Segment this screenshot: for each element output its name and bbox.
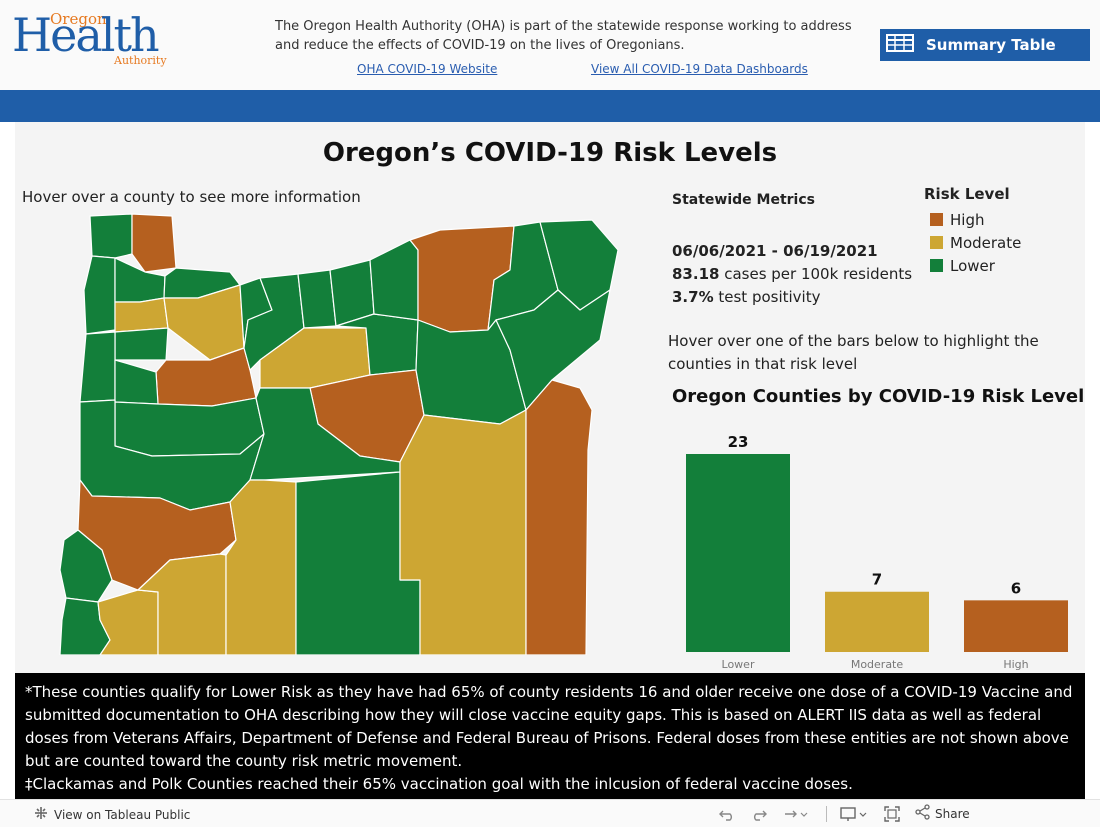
- fullscreen-icon[interactable]: [883, 805, 901, 823]
- dashboard-main: Oregon’s COVID-19 Risk Levels Hover over…: [15, 122, 1085, 673]
- map-hover-hint: Hover over a county to see more informat…: [22, 188, 361, 206]
- tableau-toolbar: View on Tableau Public Share: [0, 799, 1100, 827]
- statewide-metrics-title: Statewide Metrics: [672, 192, 815, 208]
- redo-icon[interactable]: [750, 805, 768, 823]
- legend-swatch-high: [930, 213, 943, 226]
- bar-lower[interactable]: [686, 454, 790, 652]
- county-josephine[interactable]: [97, 589, 159, 655]
- legend-label-lower: Lower: [950, 256, 995, 275]
- device-preview-icon[interactable]: [839, 805, 869, 823]
- county-tillamook[interactable]: [83, 255, 116, 335]
- positivity-value: 3.7%: [672, 288, 714, 306]
- county-yamhill[interactable]: [114, 297, 169, 333]
- revert-icon[interactable]: [782, 805, 808, 823]
- legend-item-high[interactable]: High: [924, 208, 1021, 231]
- bar-category-label: Moderate: [851, 658, 904, 671]
- county-benton[interactable]: [114, 359, 159, 405]
- legend-item-lower[interactable]: Lower: [924, 254, 1021, 277]
- footnote-lower-risk: *These counties qualify for Lower Risk a…: [25, 683, 1073, 770]
- footnote: *These counties qualify for Lower Risk a…: [15, 673, 1085, 799]
- risk-legend: Risk Level High Moderate Lower: [924, 185, 1021, 277]
- legend-label-high: High: [950, 210, 985, 229]
- undo-icon[interactable]: [718, 805, 736, 823]
- bar-hover-hint: Hover over one of the bars below to high…: [668, 332, 1039, 373]
- bar-value-label: 7: [872, 571, 882, 589]
- tableau-icon: [34, 806, 48, 823]
- share-icon: [915, 804, 931, 823]
- oregon-county-map[interactable]: [40, 210, 640, 655]
- toolbar-divider: [826, 805, 827, 822]
- view-on-tableau-label: View on Tableau Public: [54, 807, 191, 822]
- county-sherman[interactable]: [297, 269, 337, 329]
- legend-swatch-lower: [930, 259, 943, 272]
- legend-item-moderate[interactable]: Moderate: [924, 231, 1021, 254]
- oha-logo[interactable]: Oregon Health Authority: [10, 8, 170, 72]
- county-linn[interactable]: [114, 397, 265, 457]
- bar-high[interactable]: [964, 600, 1068, 652]
- county-columbia[interactable]: [131, 213, 177, 273]
- oha-website-link[interactable]: OHA COVID-19 Website: [357, 62, 498, 76]
- risk-level-bar-chart[interactable]: 23 Lower 7 Moderate 6 High: [670, 422, 1085, 674]
- footnote-federal-doses: ‡Clackamas and Polk Counties reached the…: [25, 775, 853, 793]
- county-harney[interactable]: [399, 409, 527, 655]
- bar-category-label: High: [1003, 658, 1028, 671]
- county-malheur[interactable]: [525, 379, 593, 655]
- table-icon: [886, 34, 914, 56]
- summary-table-label: Summary Table: [926, 36, 1056, 54]
- bar-value-label: 23: [728, 433, 749, 451]
- county-clatsop[interactable]: [89, 213, 133, 259]
- metrics-date-range: 06/06/2021 - 06/19/2021: [672, 242, 878, 260]
- share-button[interactable]: Share: [915, 804, 970, 823]
- county-morrow[interactable]: [369, 239, 419, 321]
- cases-value: 83.18: [672, 265, 720, 283]
- logo-text-bottom: Authority: [114, 54, 167, 67]
- county-lincoln[interactable]: [79, 331, 116, 403]
- logo-text-top: Oregon: [50, 10, 107, 28]
- positivity-label: test positivity: [713, 288, 821, 306]
- view-on-tableau-link[interactable]: View on Tableau Public: [34, 806, 190, 823]
- bar-value-label: 6: [1011, 579, 1021, 597]
- cases-label: cases per 100k residents: [719, 265, 913, 283]
- logo-text-main: Health: [12, 8, 160, 62]
- header: Oregon Health Authority The Oregon Healt…: [0, 0, 1100, 90]
- bar-category-label: Lower: [722, 658, 755, 671]
- legend-label-moderate: Moderate: [950, 233, 1022, 252]
- summary-table-button[interactable]: Summary Table: [880, 29, 1090, 61]
- cases-metric: 83.18 cases per 100k residents: [672, 265, 912, 283]
- legend-title: Risk Level: [924, 185, 1010, 203]
- header-band: [0, 90, 1100, 122]
- county-baker[interactable]: [495, 289, 611, 411]
- legend-swatch-moderate: [930, 236, 943, 249]
- toolbar-actions: Share: [718, 804, 984, 823]
- all-dashboards-link[interactable]: View All COVID-19 Data Dashboards: [591, 62, 808, 76]
- county-klamath[interactable]: [225, 479, 297, 655]
- positivity-metric: 3.7% test positivity: [672, 288, 820, 306]
- county-coos[interactable]: [59, 529, 113, 603]
- page-title: Oregon’s COVID-19 Risk Levels: [322, 138, 778, 168]
- intro-text: The Oregon Health Authority (OHA) is par…: [275, 19, 852, 53]
- share-label: Share: [935, 806, 970, 821]
- bar-chart-title: Oregon Counties by COVID-19 Risk Level: [672, 386, 1085, 407]
- county-polk[interactable]: [114, 327, 169, 361]
- bar-moderate[interactable]: [825, 591, 929, 652]
